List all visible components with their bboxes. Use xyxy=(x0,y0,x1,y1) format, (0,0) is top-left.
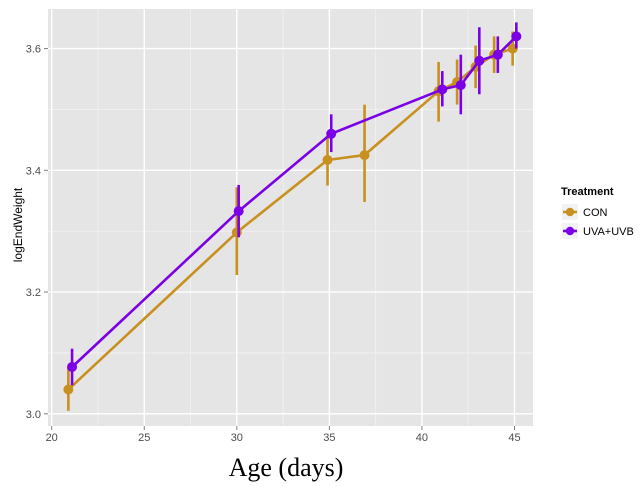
x-tick-labels: 20 25 30 35 40 45 xyxy=(46,432,521,444)
x-tick-label: 25 xyxy=(138,432,150,444)
x-tick-label: 45 xyxy=(508,432,520,444)
x-axis-label: Age (days) xyxy=(229,453,344,482)
data-point-uva-uvb xyxy=(67,361,78,372)
data-point-uva-uvb xyxy=(437,84,448,95)
y-tick-label: 3.0 xyxy=(26,409,41,421)
y-tick-label: 3.2 xyxy=(26,287,41,299)
legend-key-point-con xyxy=(565,207,575,217)
legend: Treatment CON UVA+UVB xyxy=(561,186,634,239)
y-axis-label: logEndWeight xyxy=(11,187,25,262)
legend-item-con: CON xyxy=(562,204,608,220)
legend-key-point-uva-uvb xyxy=(565,226,575,236)
data-point-con xyxy=(63,384,74,395)
x-tick-label: 35 xyxy=(323,432,335,444)
series-layer xyxy=(63,22,522,411)
data-point-uva-uvb xyxy=(455,80,466,91)
data-point-con xyxy=(231,227,242,238)
x-tick-label: 30 xyxy=(231,432,243,444)
data-point-uva-uvb xyxy=(492,49,503,60)
data-point-con xyxy=(322,154,333,165)
minor-gridlines xyxy=(48,9,533,426)
legend-item-uva-uvb: UVA+UVB xyxy=(562,223,634,239)
legend-title: Treatment xyxy=(561,186,614,198)
legend-label-con: CON xyxy=(583,207,608,219)
x-tick-label: 20 xyxy=(46,432,58,444)
data-point-uva-uvb xyxy=(326,128,337,139)
legend-label-uva-uvb: UVA+UVB xyxy=(583,226,634,238)
data-point-uva-uvb xyxy=(474,55,485,66)
data-point-con xyxy=(359,150,370,161)
x-tick-label: 40 xyxy=(416,432,428,444)
data-point-uva-uvb xyxy=(233,206,244,217)
y-tick-label: 3.6 xyxy=(26,44,41,56)
data-point-uva-uvb xyxy=(511,31,522,42)
legend-items: CON UVA+UVB xyxy=(562,204,634,239)
axis-ticks xyxy=(44,48,515,430)
y-tick-labels: 3.0 3.2 3.4 3.6 xyxy=(26,44,41,421)
plot-panel xyxy=(48,9,533,426)
series-uva-uvb xyxy=(67,22,522,386)
y-tick-label: 3.4 xyxy=(26,165,41,177)
